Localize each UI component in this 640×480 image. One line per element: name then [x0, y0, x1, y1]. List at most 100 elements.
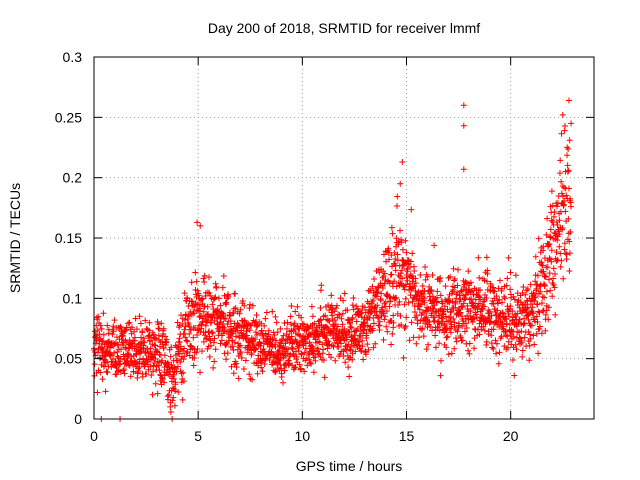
data-point	[257, 342, 264, 349]
data-point	[353, 318, 360, 325]
data-point	[266, 356, 273, 363]
data-point	[197, 222, 204, 229]
data-point	[261, 322, 268, 329]
data-point	[484, 270, 491, 277]
data-point	[240, 324, 247, 331]
data-point	[505, 254, 512, 261]
data-point	[99, 337, 106, 344]
data-point	[123, 324, 130, 331]
data-point	[566, 97, 572, 104]
data-point	[177, 343, 184, 350]
data-point	[533, 330, 540, 337]
data-point	[117, 323, 124, 330]
data-point	[159, 375, 166, 382]
data-point	[323, 332, 330, 339]
data-point	[344, 307, 351, 314]
data-point	[537, 288, 544, 295]
data-point	[564, 162, 571, 169]
data-point	[370, 344, 377, 351]
data-point	[136, 364, 143, 371]
data-point	[527, 281, 534, 288]
data-point	[561, 246, 568, 253]
data-point	[101, 363, 108, 370]
data-point	[541, 282, 548, 289]
data-point	[203, 335, 210, 342]
data-point	[547, 226, 554, 233]
data-point	[541, 294, 548, 301]
data-point	[435, 324, 442, 331]
data-point	[507, 303, 514, 310]
data-point	[369, 283, 376, 290]
data-point	[507, 286, 514, 293]
data-point	[505, 338, 512, 345]
data-point	[482, 291, 489, 298]
data-point	[224, 295, 231, 302]
data-point	[547, 287, 554, 294]
data-point	[165, 396, 172, 403]
data-point	[434, 288, 441, 295]
data-point	[490, 284, 497, 291]
data-point	[120, 367, 127, 374]
data-point	[384, 328, 391, 335]
data-point	[478, 306, 485, 313]
data-point	[460, 166, 467, 173]
data-point	[437, 372, 444, 379]
data-point	[507, 269, 514, 276]
data-point	[177, 359, 184, 366]
data-point	[433, 294, 440, 301]
data-point	[356, 332, 363, 339]
data-point	[428, 286, 435, 293]
data-point	[412, 280, 419, 287]
data-point	[413, 312, 420, 319]
data-point	[273, 337, 280, 344]
data-point	[155, 362, 162, 369]
data-point	[126, 319, 133, 326]
data-point	[236, 334, 243, 341]
data-point	[193, 307, 200, 314]
data-point	[347, 343, 354, 350]
data-point	[293, 353, 300, 360]
data-point	[154, 390, 161, 397]
data-point	[192, 324, 199, 331]
data-point	[328, 302, 335, 309]
data-point	[454, 282, 461, 289]
data-point	[499, 299, 506, 306]
data-point	[149, 368, 156, 375]
data-point	[334, 323, 341, 330]
data-point	[297, 332, 304, 339]
data-point	[359, 307, 366, 314]
data-point	[400, 282, 407, 289]
data-point	[188, 279, 195, 286]
data-point	[437, 292, 444, 299]
data-point	[398, 321, 405, 328]
data-point	[280, 332, 287, 339]
data-point	[432, 332, 439, 339]
data-point	[469, 300, 476, 307]
x-tick-label: 15	[399, 428, 415, 444]
data-point	[341, 290, 348, 297]
data-point	[319, 341, 326, 348]
data-point	[494, 307, 501, 314]
data-point	[207, 292, 214, 299]
data-point	[510, 293, 517, 300]
data-point	[361, 320, 368, 327]
data-point	[100, 310, 107, 317]
data-point	[550, 265, 557, 272]
data-point	[195, 302, 202, 309]
data-point	[374, 302, 381, 309]
data-point	[111, 317, 118, 324]
data-point	[349, 356, 356, 363]
data-point	[167, 353, 174, 360]
data-point	[306, 356, 313, 363]
data-point	[558, 190, 565, 197]
data-point	[348, 333, 355, 340]
data-point	[505, 313, 512, 320]
data-point	[375, 322, 382, 329]
data-point	[269, 343, 276, 350]
data-point	[346, 329, 353, 336]
data-point	[246, 305, 253, 312]
data-point	[483, 338, 490, 345]
data-point	[504, 275, 511, 282]
data-point	[200, 308, 207, 315]
data-point	[397, 270, 404, 277]
